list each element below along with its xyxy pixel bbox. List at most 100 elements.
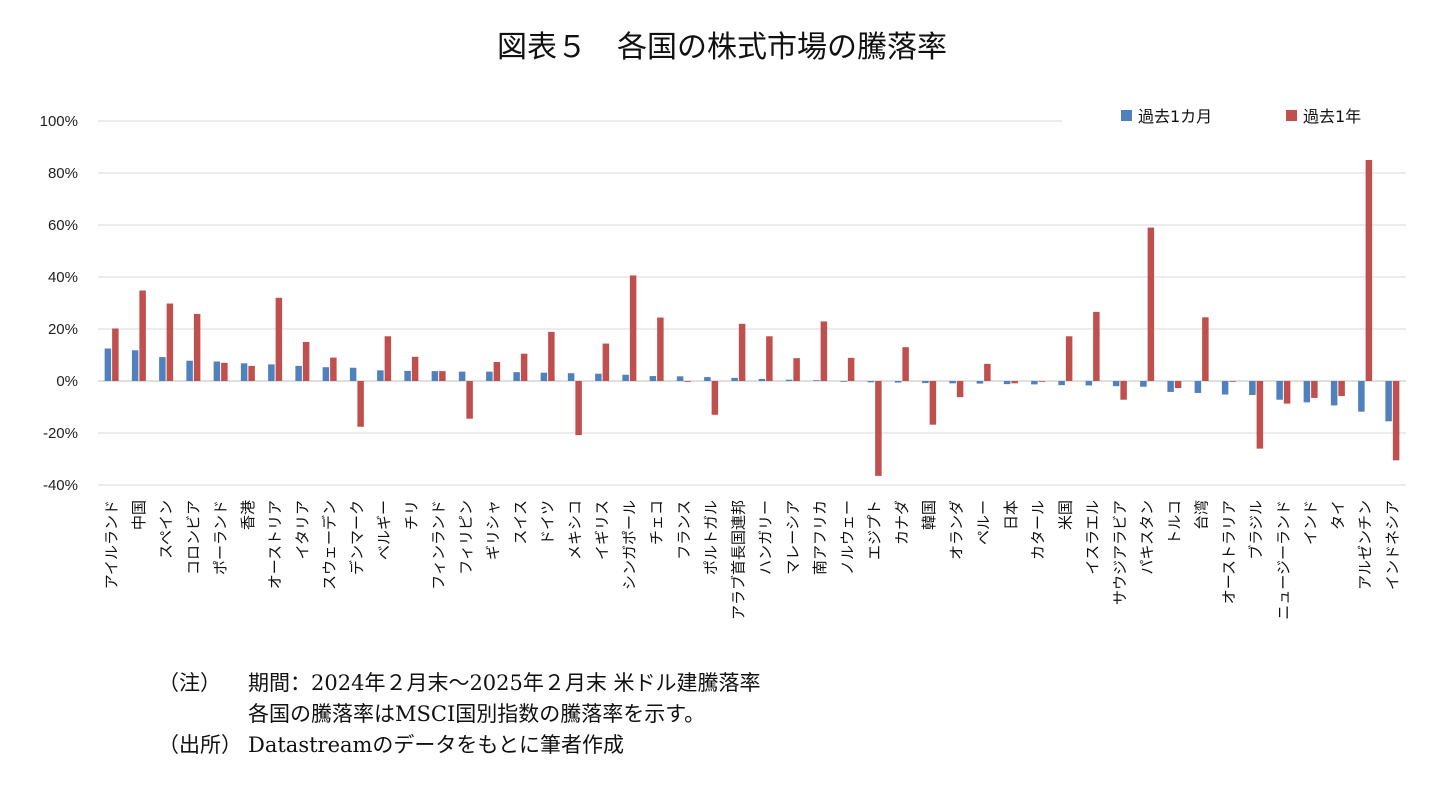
- x-axis-tick-labels: アイルランド 中国 スペイン コロンビア ポーランド 香港 オーストリア イタリア スウェーデン…: [103, 500, 1402, 620]
- y-tick-label: -40%: [43, 477, 78, 494]
- note-index-text: 各国の騰落率はMSCI国別指数の騰落率を示す。: [248, 699, 705, 730]
- bar-past-1-year: [957, 381, 964, 397]
- x-tick-label: ベルギー: [375, 500, 393, 560]
- x-tick-label: スペイン: [157, 500, 175, 559]
- source-text: Datastreamのデータをもとに筆者作成: [248, 730, 624, 761]
- bar-past-1-month: [1385, 381, 1392, 421]
- note-row-period: （注） 期間：2024年２月末～2025年２月末 米ドル建騰落率: [158, 668, 761, 699]
- x-tick-label: チェコ: [648, 500, 666, 545]
- y-tick-label: 100%: [40, 113, 78, 130]
- x-tick-label: ポルトガル: [702, 500, 720, 575]
- bar-past-1-year: [821, 321, 828, 381]
- bar-past-1-month: [1031, 381, 1038, 384]
- x-tick-label: イギリス: [593, 500, 611, 560]
- x-tick-label: オランダ: [947, 500, 965, 560]
- x-tick-label: インド: [1302, 500, 1320, 545]
- bar-past-1-month: [513, 372, 520, 381]
- x-tick-label: 米国: [1056, 500, 1074, 530]
- bar-past-1-month: [922, 381, 929, 383]
- bar-past-1-year: [494, 362, 501, 381]
- bar-past-1-year: [412, 357, 419, 381]
- bar-past-1-month: [759, 379, 766, 381]
- bar-past-1-month: [677, 376, 684, 381]
- bar-past-1-month: [949, 381, 956, 383]
- bar-past-1-year: [684, 381, 691, 382]
- y-tick-label: 40%: [48, 269, 78, 286]
- bar-past-1-month: [1304, 381, 1311, 402]
- bar-past-1-year: [848, 358, 855, 381]
- bar-past-1-month: [840, 381, 847, 382]
- bar-past-1-year: [276, 298, 283, 381]
- bar-past-1-year: [766, 336, 773, 381]
- bar-past-1-year: [902, 347, 909, 381]
- bar-past-1-year: [712, 381, 719, 415]
- x-tick-label: ハンガリー: [757, 500, 775, 575]
- bar-past-1-year: [466, 381, 473, 419]
- bar-past-1-month: [186, 361, 193, 381]
- bar-past-1-year: [1093, 312, 1100, 381]
- bar-past-1-year: [139, 291, 146, 381]
- x-tick-label: 台湾: [1193, 500, 1211, 530]
- bar-past-1-year: [1284, 381, 1291, 404]
- x-tick-label: エジプト: [866, 500, 884, 560]
- x-tick-label: アラブ首長国連邦: [729, 500, 747, 620]
- bar-past-1-year: [657, 318, 664, 381]
- bar-past-1-year: [984, 364, 991, 381]
- bar-past-1-month: [1249, 381, 1256, 395]
- bar-past-1-year: [1148, 228, 1155, 381]
- x-tick-label: デンマーク: [348, 500, 366, 575]
- bar-past-1-year: [330, 358, 337, 381]
- bar-past-1-year: [1311, 381, 1318, 398]
- bar-past-1-year: [1257, 381, 1264, 449]
- bar-past-1-month: [1004, 381, 1011, 384]
- bar-past-1-year: [739, 324, 746, 381]
- bar-past-1-year: [548, 332, 555, 381]
- bar-past-1-year: [1120, 381, 1127, 400]
- x-tick-label: ギリシャ: [484, 500, 502, 560]
- y-tick-label: 0%: [56, 373, 78, 390]
- bars: [105, 160, 1400, 476]
- bar-past-1-year: [1229, 381, 1236, 382]
- bar-past-1-month: [132, 350, 139, 381]
- x-tick-label: パキスタン: [1138, 500, 1156, 575]
- y-tick-label: 20%: [48, 321, 78, 338]
- bar-past-1-year: [248, 366, 255, 381]
- x-tick-label: オーストリア: [266, 500, 284, 589]
- x-tick-label: サウジアラビア: [1111, 500, 1129, 605]
- x-tick-label: シンガポール: [620, 500, 638, 590]
- bar-past-1-year: [439, 371, 446, 381]
- bar-past-1-month: [459, 372, 466, 381]
- bar-past-1-year: [1393, 381, 1400, 460]
- bar-past-1-month: [432, 371, 439, 381]
- x-tick-label: スイス: [511, 500, 529, 545]
- bar-past-1-month: [977, 381, 984, 384]
- legend-label: 過去1年: [1303, 107, 1361, 126]
- x-tick-label: タイ: [1329, 500, 1347, 530]
- bar-past-1-year: [521, 354, 528, 381]
- y-tick-label: 60%: [48, 217, 78, 234]
- x-tick-label: スウェーデン: [321, 500, 339, 590]
- bar-past-1-year: [1039, 381, 1046, 382]
- x-tick-label: 中国: [130, 500, 148, 530]
- bar-past-1-month: [1195, 381, 1202, 393]
- notes: （注） 期間：2024年２月末～2025年２月末 米ドル建騰落率 各国の騰落率は…: [158, 668, 761, 761]
- source-row: （出所） Datastreamのデータをもとに筆者作成: [158, 730, 761, 761]
- note-row-index: 各国の騰落率はMSCI国別指数の騰落率を示す。: [158, 699, 761, 730]
- bar-past-1-year: [1175, 381, 1182, 388]
- legend: 過去1カ月 過去1年: [1121, 107, 1361, 126]
- bar-past-1-month: [1358, 381, 1365, 412]
- x-tick-label: ドイツ: [539, 500, 557, 545]
- x-tick-label: インドネシア: [1383, 500, 1401, 590]
- bar-past-1-month: [214, 362, 221, 382]
- bar-past-1-month: [1113, 381, 1120, 386]
- bar-past-1-month: [568, 373, 575, 381]
- bar-past-1-month: [105, 349, 112, 382]
- legend-label: 過去1カ月: [1138, 107, 1212, 126]
- bar-past-1-month: [241, 363, 248, 381]
- bar-past-1-year: [793, 358, 800, 381]
- bar-past-1-year: [221, 363, 228, 381]
- bar-past-1-year: [194, 314, 201, 381]
- x-tick-label: ニュージーランド: [1274, 500, 1292, 620]
- bar-past-1-month: [1140, 381, 1147, 387]
- note-period-text: 期間：2024年２月末～2025年２月末 米ドル建騰落率: [248, 668, 761, 699]
